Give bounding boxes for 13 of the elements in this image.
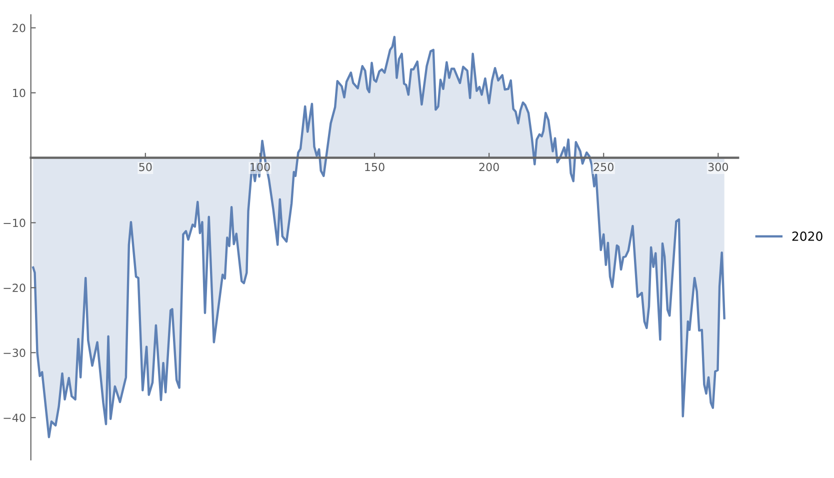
- y-tick-label: 10: [13, 88, 26, 98]
- y-tick-label: −30: [4, 348, 26, 358]
- y-tick-label: 20: [12, 24, 26, 32]
- y-tick-label: −40: [4, 414, 26, 422]
- x-tick-label: 250: [594, 162, 614, 172]
- x-tick-label: 200: [479, 162, 499, 172]
- legend-label: 2020: [792, 232, 822, 241]
- y-tick-label: −10: [4, 218, 26, 228]
- x-tick-label: 300: [708, 162, 728, 172]
- x-tick-label: 100: [250, 162, 270, 172]
- x-tick-label: 50: [139, 162, 152, 172]
- y-tick-label: −20: [4, 284, 26, 292]
- x-tick-label: 150: [365, 162, 384, 172]
